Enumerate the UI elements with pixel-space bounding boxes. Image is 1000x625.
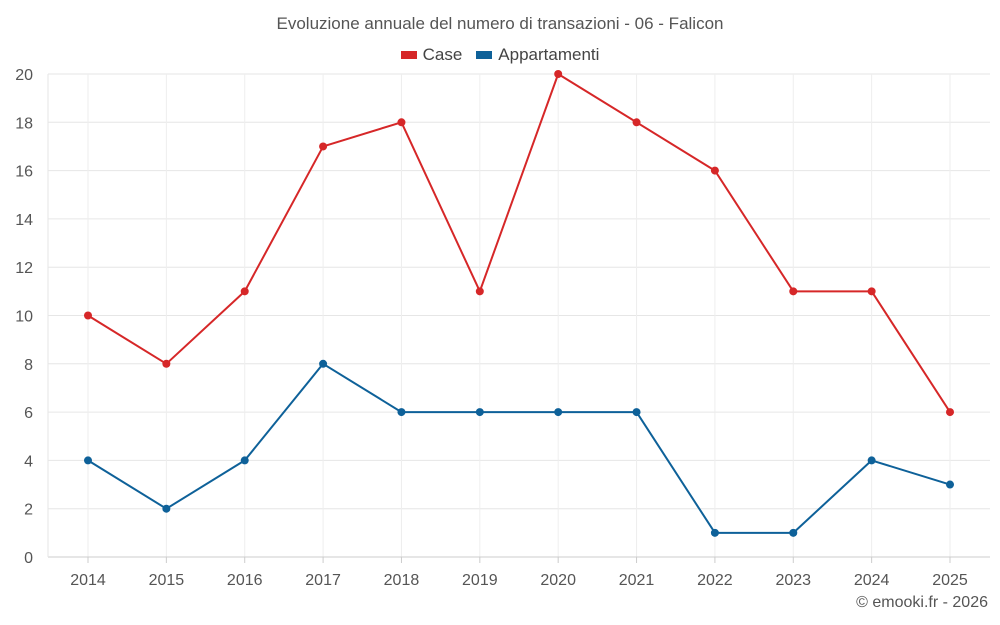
x-tick-label: 2023 (775, 572, 811, 589)
y-tick-label: 12 (15, 260, 33, 277)
data-point-appartamenti (397, 408, 406, 417)
data-point-case (867, 287, 876, 296)
credit-text: © emooki.fr - 2026 (856, 594, 988, 611)
series-line-case (87, 73, 951, 413)
x-tick-label: 2022 (697, 572, 733, 589)
legend-label-appartamenti: Appartamenti (498, 45, 600, 64)
data-point-case (946, 408, 954, 417)
y-tick-label: 2 (24, 502, 33, 519)
legend-item-case[interactable]: Case (400, 45, 463, 65)
data-point-case (554, 70, 563, 78)
x-tick-label: 2025 (932, 572, 968, 589)
y-tick-label: 0 (24, 550, 33, 567)
y-tick-label: 16 (15, 164, 33, 181)
data-point-appartamenti (84, 456, 92, 465)
legend-swatch-case (400, 51, 417, 59)
data-point-case (632, 118, 641, 127)
y-tick-label: 10 (15, 309, 33, 326)
data-point-case (397, 118, 406, 127)
data-point-appartamenti (319, 359, 328, 368)
x-tick-label: 2014 (70, 572, 106, 589)
x-tick-label: 2018 (384, 572, 420, 589)
y-tick-label: 4 (24, 453, 33, 470)
data-point-appartamenti (240, 456, 249, 465)
x-tick-label: 2016 (227, 572, 263, 589)
y-tick-label: 14 (15, 212, 33, 229)
data-point-appartamenti (867, 456, 876, 465)
data-point-appartamenti (789, 528, 798, 537)
chart-title: Evoluzione annuale del numero di transaz… (276, 14, 724, 33)
x-tick-label: 2021 (619, 572, 655, 589)
data-point-case (240, 287, 249, 296)
data-point-appartamenti (710, 528, 719, 537)
y-tick-label: 18 (15, 115, 33, 132)
data-point-appartamenti (632, 408, 641, 417)
data-point-appartamenti (946, 480, 954, 489)
x-tick-label: 2017 (305, 572, 341, 589)
data-point-case (162, 359, 171, 368)
data-point-case (319, 142, 328, 151)
x-tick-label: 2015 (149, 572, 185, 589)
data-point-case (84, 311, 92, 320)
x-tick-label: 2019 (462, 572, 498, 589)
y-tick-label: 6 (24, 405, 33, 422)
data-point-case (710, 166, 719, 175)
y-tick-label: 20 (15, 67, 33, 84)
chart-legend: Case Appartamenti (0, 45, 1000, 65)
legend-swatch-appartamenti (476, 51, 493, 59)
series-line-appartamenti (87, 362, 951, 534)
data-point-appartamenti (554, 408, 563, 417)
x-tick-label: 2020 (540, 572, 576, 589)
x-tick-label: 2024 (854, 572, 890, 589)
data-point-case (475, 287, 484, 296)
data-point-case (789, 287, 798, 296)
data-point-appartamenti (475, 408, 484, 417)
y-tick-label: 8 (24, 357, 33, 374)
legend-item-appartamenti[interactable]: Appartamenti (476, 45, 599, 65)
legend-label-case: Case (422, 45, 463, 64)
data-point-appartamenti (162, 504, 171, 513)
